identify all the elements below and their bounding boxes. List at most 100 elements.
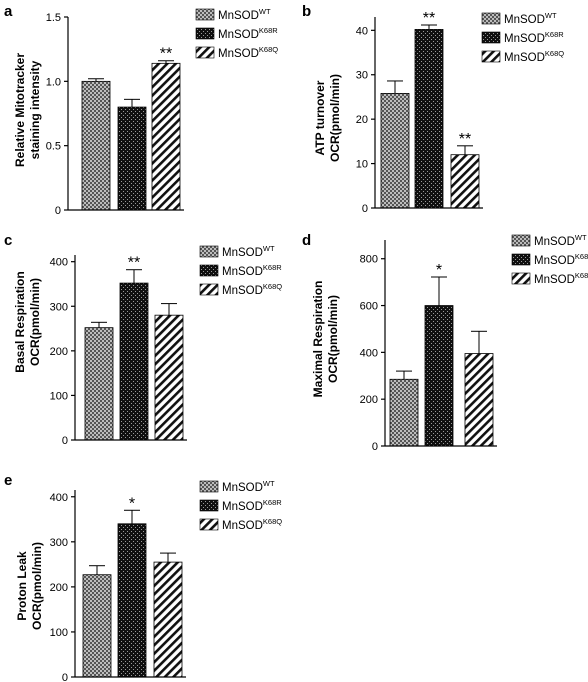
y-axis-title: Maximal RespirationOCR(pmol/min) — [311, 281, 340, 398]
bar-k68q — [151, 62, 181, 211]
y-tick-label: 20 — [356, 114, 368, 126]
y-axis-title-line: OCR(pmol/min) — [30, 542, 44, 630]
legend-swatch — [195, 46, 215, 59]
y-tick-label: 0 — [372, 441, 378, 453]
legend-label-base: MnSOD — [534, 255, 575, 267]
legend-label: MnSODK68R — [218, 26, 278, 41]
legend-label-sup: K68Q — [259, 45, 278, 54]
significance-mark: ** — [160, 46, 172, 63]
bar-wt — [84, 327, 114, 441]
legend-label-base: MnSOD — [222, 266, 263, 278]
y-tick-label: 400 — [50, 492, 68, 504]
y-axis-title-line: staining intensity — [28, 60, 42, 159]
legend-label: MnSODK68Q — [222, 517, 282, 532]
panel-e: e Proton LeakOCR(pmol/min) 0 100 200 300 400 * M… — [4, 472, 282, 682]
bar-k68q — [153, 561, 183, 678]
significance-mark: ** — [423, 10, 435, 27]
legend-label-sup: K68Q — [263, 282, 282, 291]
panel-letter: d — [302, 232, 311, 249]
legend-swatch — [199, 264, 219, 277]
legend-label-base: MnSOD — [222, 482, 263, 494]
legend-label-base: MnSOD — [504, 52, 545, 64]
legend-label: MnSODWT — [218, 7, 271, 22]
y-tick-label: 30 — [356, 70, 368, 82]
panel-letter: e — [4, 472, 12, 489]
panel-d: d Maximal RespirationOCR(pmol/min) 0 200 400… — [302, 232, 588, 453]
legend-label-sup: K68Q — [575, 271, 588, 280]
legend-label-sup: K68Q — [263, 517, 282, 526]
legend-label-base: MnSOD — [504, 14, 545, 26]
y-tick-label: 10 — [356, 159, 368, 171]
y-axis-title-line: ATP turnover — [313, 80, 327, 155]
panel-letter: c — [4, 232, 12, 249]
legend-label-sup: WT — [545, 11, 557, 20]
legend-swatch — [199, 480, 219, 493]
y-axis-title-line: OCR(pmol/min) — [328, 74, 342, 162]
significance-mark: ** — [128, 255, 140, 272]
bar-k68q — [464, 353, 494, 447]
legend-label: MnSODWT — [534, 233, 587, 248]
legend-label-base: MnSOD — [222, 501, 263, 513]
y-axis-title-line: Maximal Respiration — [311, 281, 325, 398]
y-tick-label: 0 — [55, 205, 61, 217]
y-tick-label: 600 — [360, 301, 378, 313]
panel-b: b ATP turnoverOCR(pmol/min) 0 10 20 30 40 ** ** M… — [302, 3, 564, 215]
legend-label: MnSODK68R — [534, 252, 588, 267]
y-tick-label: 0 — [62, 672, 68, 682]
bar-k68r — [414, 29, 444, 209]
legend-label-sup: WT — [263, 244, 275, 253]
legend-swatch — [511, 234, 531, 247]
legend-swatch — [199, 499, 219, 512]
legend-label: MnSODWT — [504, 11, 557, 26]
y-axis-title: Basal RespirationOCR(pmol/min) — [13, 271, 42, 372]
y-axis-title: Proton LeakOCR(pmol/min) — [15, 542, 44, 630]
y-tick-label: 300 — [50, 537, 68, 549]
bar-wt — [81, 80, 111, 211]
bar-k68r — [424, 305, 454, 447]
bar-wt — [82, 574, 112, 678]
y-tick-label: 300 — [50, 301, 68, 313]
legend-swatch — [199, 518, 219, 531]
legend-swatch — [511, 253, 531, 266]
legend-label: MnSODK68R — [504, 30, 564, 45]
legend-label-base: MnSOD — [218, 29, 259, 41]
legend-label-base: MnSOD — [222, 247, 263, 259]
legend-label: MnSODWT — [222, 479, 275, 494]
y-tick-label: 40 — [356, 25, 368, 37]
y-tick-label: 100 — [50, 390, 68, 402]
bar-k68r — [119, 282, 149, 441]
legend-label-sup: K68R — [575, 252, 588, 261]
y-axis-title: Relative Mitotrackerstaining intensity — [13, 53, 42, 167]
legend-label: MnSODK68Q — [222, 282, 282, 297]
legend-label: MnSODK68Q — [218, 45, 278, 60]
y-axis-title-line: Basal Respiration — [13, 271, 27, 372]
y-tick-label: 400 — [360, 347, 378, 359]
significance-mark: * — [129, 495, 135, 512]
panel-letter: b — [302, 3, 311, 20]
y-tick-label: 0 — [362, 203, 368, 215]
panel-a: a Relative Mitotrackerstaining intensity 0… — [4, 3, 278, 217]
y-tick-label: 1.0 — [46, 76, 61, 88]
y-tick-label: 200 — [50, 582, 68, 594]
y-axis-title-line: OCR(pmol/min) — [28, 278, 42, 366]
legend-label: MnSODK68R — [222, 263, 282, 278]
y-tick-label: 1.5 — [46, 12, 61, 24]
legend-label: MnSODK68Q — [534, 271, 588, 286]
legend-label-base: MnSOD — [504, 33, 545, 45]
legend-label-base: MnSOD — [222, 285, 263, 297]
legend-label-base: MnSOD — [218, 48, 259, 60]
legend-swatch — [199, 245, 219, 258]
y-tick-label: 400 — [50, 257, 68, 269]
y-axis-title-line: Relative Mitotracker — [13, 53, 27, 167]
panel-c: c Basal RespirationOCR(pmol/min) 0 100 200 30… — [4, 232, 282, 447]
legend-label-sup: K68R — [263, 263, 282, 272]
legend-swatch — [195, 8, 215, 21]
legend-label-sup: K68Q — [545, 49, 564, 58]
legend-label: MnSODK68Q — [504, 49, 564, 64]
legend-label: MnSODK68R — [222, 498, 282, 513]
